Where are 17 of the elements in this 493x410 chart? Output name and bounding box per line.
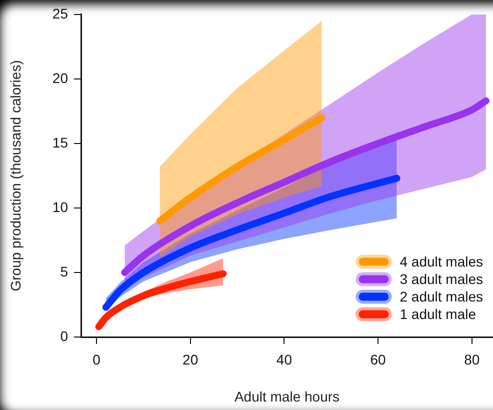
y-tick-label: 5 (60, 263, 68, 280)
y-tick-label: 15 (52, 134, 68, 150)
y-axis-title: Group production (thousand calories) (7, 60, 24, 292)
x-tick-label: 0 (92, 351, 101, 368)
legend-label: 2 adult males (400, 288, 484, 305)
y-tick-label: 25 (52, 5, 68, 22)
y-tick-label: 20 (52, 70, 68, 86)
legend-label: 4 adult males (400, 254, 484, 270)
x-axis-title: Adult male hours (234, 388, 340, 404)
y-tick-label: 10 (52, 198, 68, 215)
legend-label: 1 adult male (400, 306, 476, 322)
legend-label: 3 adult males (400, 271, 484, 288)
x-tick-label: 20 (182, 351, 198, 368)
x-tick-label: 60 (370, 351, 386, 368)
y-tick-label: 0 (60, 328, 68, 344)
x-tick-label: 80 (464, 351, 480, 368)
x-tick-label: 40 (276, 351, 292, 368)
